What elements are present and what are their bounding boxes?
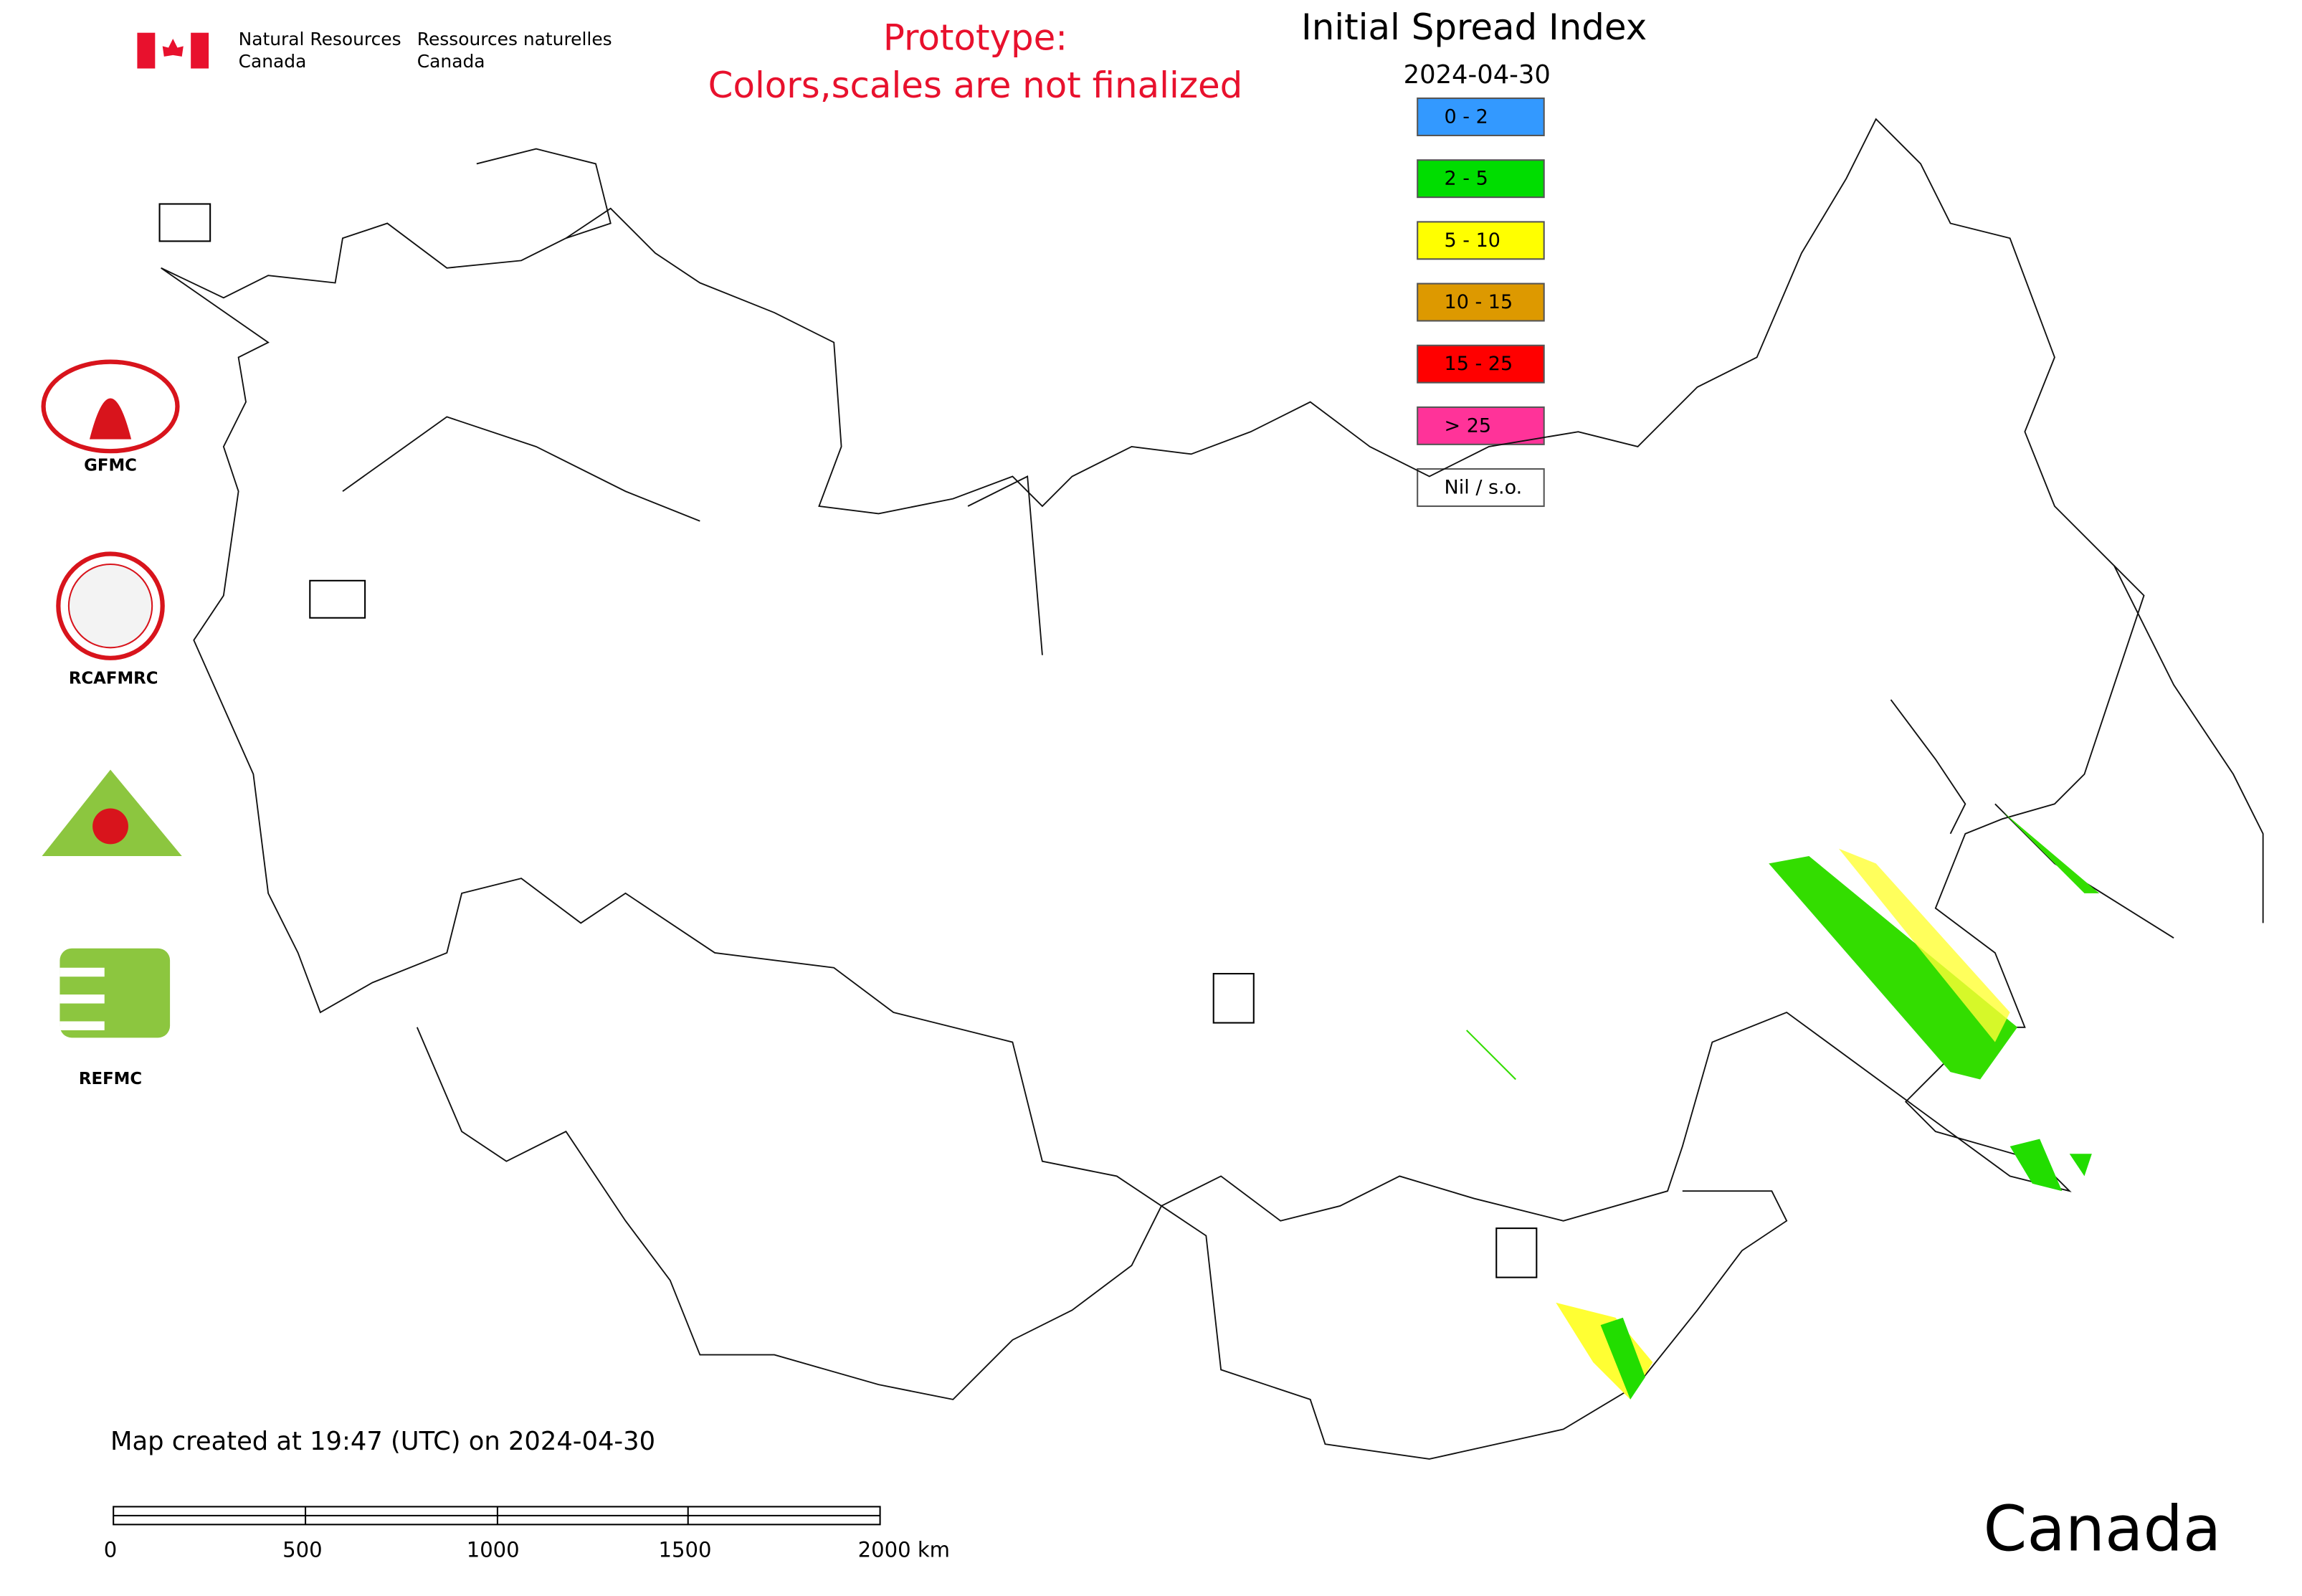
legend-label: Nil / s.o. bbox=[1445, 477, 1523, 499]
shape bbox=[162, 38, 184, 57]
legend-swatch bbox=[1417, 98, 1545, 136]
legend-label: > 25 bbox=[1445, 414, 1492, 437]
isi-area bbox=[2010, 1139, 2063, 1192]
notice: Colors,scales are not finalized bbox=[708, 65, 1243, 106]
logo-refmc bbox=[60, 948, 171, 1038]
legend-swatch bbox=[1417, 406, 1545, 445]
shape bbox=[137, 32, 156, 69]
shape bbox=[41, 359, 180, 454]
scale-label: 1000 bbox=[467, 1538, 520, 1562]
isi-area bbox=[1838, 848, 2010, 1042]
legend-label: 5 - 10 bbox=[1445, 229, 1500, 252]
legend-swatch bbox=[1417, 221, 1545, 260]
logo-reefmc bbox=[42, 769, 182, 856]
agency-fr: Ressources naturelles bbox=[417, 29, 612, 49]
outline bbox=[1161, 1190, 1788, 1460]
shape bbox=[60, 994, 105, 1004]
scale-label: 0 bbox=[104, 1538, 118, 1562]
legend: 0 - 2 2 - 5 5 - 10 10 - 15 15 - 25 > 25 Nil / … bbox=[1417, 98, 1545, 508]
legend-label: 10 - 15 bbox=[1445, 291, 1513, 313]
isi-area bbox=[1600, 1317, 1645, 1400]
shape bbox=[191, 32, 209, 69]
shape bbox=[56, 551, 165, 660]
created-note: Map created at 19:47 (UTC) on 2024-04-30 bbox=[110, 1427, 655, 1456]
legend-swatch bbox=[1417, 159, 1545, 199]
shape bbox=[89, 398, 132, 440]
shape bbox=[92, 808, 128, 845]
country-outlines bbox=[161, 118, 2264, 1460]
map-logo bbox=[158, 203, 211, 242]
shape bbox=[60, 1021, 105, 1030]
map-logo bbox=[1495, 1227, 1538, 1278]
scale-labels: 0 500 1000 1500 2000 km bbox=[104, 1538, 950, 1562]
isi-area bbox=[1769, 855, 2018, 1080]
legend-title: Initial Spread Index bbox=[1301, 6, 1647, 48]
legend-swatch bbox=[1417, 282, 1545, 322]
outline bbox=[416, 1027, 1162, 1400]
logo-label: REFMC bbox=[79, 1070, 142, 1088]
isi-area bbox=[2002, 811, 2100, 893]
shape bbox=[60, 967, 105, 977]
legend-label: 15 - 25 bbox=[1445, 353, 1513, 375]
shape bbox=[67, 563, 153, 649]
scale-label: 500 bbox=[282, 1538, 322, 1562]
scale-label: 2000 km bbox=[858, 1538, 950, 1562]
legend-swatch bbox=[1417, 344, 1545, 384]
legend-label: 0 - 2 bbox=[1445, 106, 1488, 128]
scale-label: 1500 bbox=[659, 1538, 712, 1562]
logo-label: GFMC bbox=[84, 456, 137, 475]
agency-en: Natural Resources bbox=[239, 29, 401, 49]
agency-en: Canada bbox=[239, 51, 307, 72]
map-logo bbox=[309, 579, 366, 619]
logo-rcafmrc bbox=[56, 551, 165, 660]
isi-area bbox=[1465, 1030, 1516, 1080]
fire-index-patches bbox=[1465, 811, 2100, 1400]
canada-wordmark: Canada bbox=[1983, 1493, 2221, 1566]
isi-area bbox=[2069, 1154, 2092, 1177]
logo-label: RCAFMRC bbox=[69, 669, 158, 688]
legend-date: 2024-04-30 bbox=[1404, 60, 1551, 90]
agency-fr: Canada bbox=[417, 51, 485, 72]
scale-bar bbox=[113, 1506, 881, 1526]
notice: Prototype: bbox=[883, 17, 1067, 59]
outline bbox=[161, 118, 2145, 1222]
logo-gfmc bbox=[41, 359, 180, 454]
legend-swatch bbox=[1417, 468, 1545, 508]
map-logo bbox=[1212, 972, 1255, 1024]
canada-flag bbox=[137, 32, 209, 69]
legend-label: 2 - 5 bbox=[1445, 168, 1488, 190]
outline bbox=[342, 148, 1043, 655]
